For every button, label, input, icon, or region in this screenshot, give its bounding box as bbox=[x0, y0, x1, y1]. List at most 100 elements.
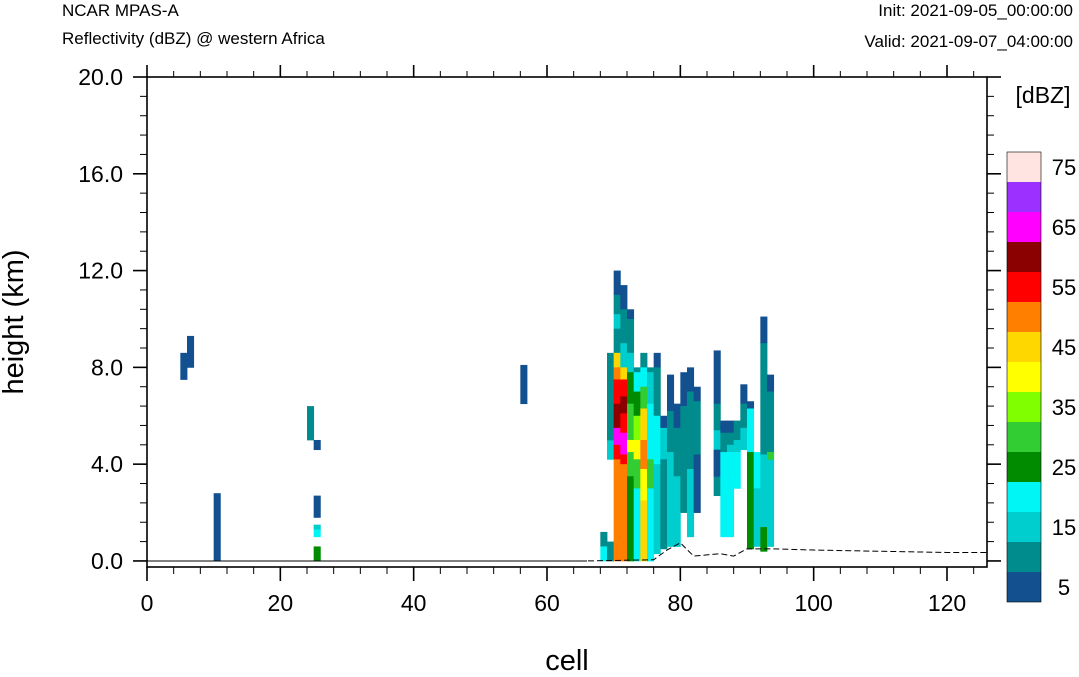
init-time-label: Init: 2021-09-05_00:00:00 bbox=[878, 1, 1073, 20]
x-tick-label: 0 bbox=[141, 590, 154, 616]
reflectivity-cell bbox=[760, 316, 768, 344]
colorbar-swatch bbox=[1007, 482, 1041, 512]
terrain-line bbox=[147, 542, 987, 562]
y-tick-label: 4.0 bbox=[91, 451, 123, 477]
colorbar-swatch bbox=[1007, 152, 1041, 182]
reflectivity-cell bbox=[653, 367, 661, 417]
reflectivity-cell bbox=[767, 452, 775, 547]
chart-subtitle: Reflectivity (dBZ) @ western Africa bbox=[62, 29, 325, 48]
reflectivity-cell bbox=[767, 452, 775, 460]
reflectivity-cell bbox=[760, 527, 768, 552]
colorbar-swatch bbox=[1007, 512, 1041, 542]
reflectivity-cell bbox=[187, 335, 195, 368]
reflectivity-cell bbox=[620, 309, 628, 344]
y-tick-label: 20.0 bbox=[78, 64, 123, 90]
reflectivity-cell bbox=[673, 476, 681, 547]
reflectivity-cell bbox=[753, 488, 761, 547]
reflectivity-cell bbox=[307, 406, 315, 441]
y-axis-label: height (km) bbox=[0, 249, 30, 394]
reflectivity-cell bbox=[640, 408, 648, 441]
colorbar-tick-label: 35 bbox=[1052, 395, 1076, 420]
reflectivity-cell bbox=[647, 403, 655, 460]
reflectivity-cell bbox=[740, 427, 748, 451]
reflectivity-cell bbox=[627, 452, 635, 477]
reflectivity-cell bbox=[720, 420, 728, 434]
reflectivity-cell bbox=[760, 377, 768, 417]
x-tick-label: 20 bbox=[268, 590, 294, 616]
colorbar-tick-label: 25 bbox=[1052, 455, 1076, 480]
x-tick-label: 80 bbox=[668, 590, 694, 616]
reflectivity-cell bbox=[727, 432, 735, 446]
reflectivity-cell bbox=[627, 403, 635, 441]
reflectivity-cell bbox=[680, 406, 688, 434]
reflectivity-cell bbox=[687, 469, 695, 538]
reflectivity-cell bbox=[667, 374, 675, 412]
reflectivity-cell bbox=[620, 413, 628, 434]
reflectivity-cell bbox=[620, 343, 628, 368]
reflectivity-cell bbox=[753, 452, 761, 489]
reflectivity-cell bbox=[520, 364, 528, 405]
y-tick-label: 12.0 bbox=[78, 258, 123, 284]
reflectivity-cell bbox=[733, 420, 741, 441]
reflectivity-cell bbox=[767, 374, 775, 392]
reflectivity-cell bbox=[627, 318, 635, 354]
x-tick-label: 40 bbox=[401, 590, 427, 616]
reflectivity-cell bbox=[647, 372, 655, 405]
reflectivity-cell bbox=[607, 352, 615, 441]
reflectivity-cell bbox=[660, 459, 668, 550]
reflectivity-cell bbox=[713, 403, 721, 431]
reflectivity-cell bbox=[760, 343, 768, 378]
reflectivity-cell bbox=[613, 328, 621, 354]
reflectivity-cell bbox=[760, 415, 768, 455]
reflectivity-cell bbox=[633, 367, 641, 373]
reflectivity-cell bbox=[733, 452, 741, 489]
reflectivity-cell bbox=[213, 493, 221, 562]
reflectivity-cell bbox=[180, 352, 188, 380]
colorbar-tick-label: 15 bbox=[1052, 515, 1076, 540]
reflectivity-cell bbox=[613, 367, 621, 380]
y-axis: 0.0 4.0 8.0 12.0 16.0 20.0 bbox=[78, 64, 1001, 574]
reflectivity-cell bbox=[693, 401, 701, 455]
reflectivity-cell bbox=[667, 452, 675, 547]
valid-time-label: Valid: 2021-09-07_04:00:00 bbox=[864, 32, 1073, 51]
reflectivity-cell bbox=[613, 294, 621, 315]
colorbar-swatch bbox=[1007, 242, 1041, 272]
reflectivity-cell bbox=[640, 352, 648, 368]
reflectivity-cell bbox=[633, 439, 641, 460]
reflectivity-cell bbox=[627, 309, 635, 320]
colorbar-swatch bbox=[1007, 332, 1041, 362]
reflectivity-cell bbox=[747, 401, 755, 409]
colorbar: 5 15 25 35 45 55 65 75 bbox=[1006, 151, 1076, 603]
plot-frame bbox=[146, 76, 988, 568]
reflectivity-cell bbox=[733, 439, 741, 453]
reflectivity-cell bbox=[627, 488, 635, 562]
reflectivity-cell bbox=[600, 531, 608, 547]
colorbar-swatch bbox=[1007, 212, 1041, 242]
reflectivity-cell bbox=[640, 367, 648, 388]
chart-title: NCAR MPAS-A bbox=[62, 1, 179, 20]
reflectivity-cell bbox=[640, 500, 648, 562]
reflectivity-cell bbox=[613, 314, 621, 330]
reflectivity-cell bbox=[613, 270, 621, 296]
reflectivity-cell bbox=[740, 403, 748, 429]
reflectivity-cell bbox=[313, 439, 321, 451]
reflectivity-cell bbox=[687, 367, 695, 392]
colorbar-tick-label: 45 bbox=[1052, 335, 1076, 360]
reflectivity-cell bbox=[627, 352, 635, 373]
reflectivity-cell bbox=[620, 379, 628, 397]
reflectivity-cell bbox=[653, 352, 661, 368]
reflectivity-cell bbox=[720, 452, 728, 489]
reflectivity-cell bbox=[693, 386, 701, 402]
reflectivity-cell bbox=[647, 459, 655, 489]
x-tick-label: 60 bbox=[534, 590, 560, 616]
colorbar-swatch bbox=[1007, 302, 1041, 332]
y-tick-label: 8.0 bbox=[91, 354, 123, 380]
x-axis-label: cell bbox=[545, 645, 589, 677]
colorbar-swatch bbox=[1007, 422, 1041, 452]
reflectivity-cell bbox=[667, 410, 675, 453]
reflectivity-cell bbox=[633, 391, 641, 417]
x-axis: 0 20 40 60 80 100 120 bbox=[141, 65, 975, 616]
reflectivity-cell bbox=[633, 488, 641, 562]
reflectivity-cell bbox=[640, 439, 648, 470]
reflectivity-cell bbox=[620, 464, 628, 562]
